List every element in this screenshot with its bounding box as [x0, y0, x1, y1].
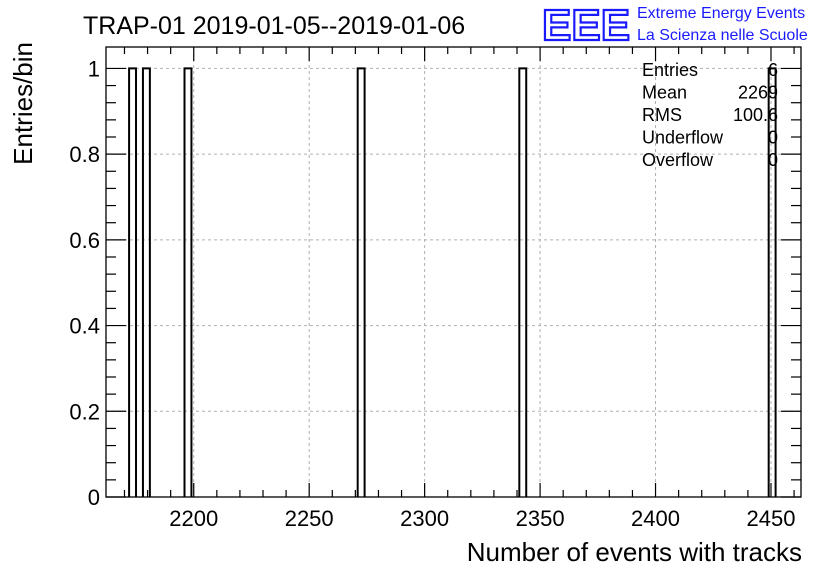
histogram-bar: [183, 67, 193, 497]
stats-value: 6: [768, 60, 778, 80]
logo-line-1: Extreme Energy Events: [637, 5, 805, 22]
stats-value: 100.6: [733, 105, 778, 125]
x-tick-label: 2400: [631, 506, 680, 531]
tick-labels: 2200 2250 2300 2350 2400 2450 0 0.2 0.4 0.6 0.8 1: [69, 56, 795, 531]
y-tick-label: 0.2: [69, 399, 100, 424]
histogram-bars: [128, 67, 777, 497]
chart-title: TRAP-01 2019-01-05--2019-01-06: [83, 12, 465, 40]
axis-ticks: [106, 47, 801, 498]
y-tick-label: 1: [88, 56, 100, 81]
y-axis-title: Entries/bin: [8, 42, 38, 165]
x-axis-title: Number of events with tracks: [467, 537, 802, 567]
stats-box: Entries 6 Mean 2269 RMS 100.6 Underflow 0 Overfl…: [642, 60, 778, 170]
logo-line-2: La Scienza nelle Scuole: [637, 27, 808, 44]
x-tick-label: 2250: [285, 506, 334, 531]
y-tick-label: 0.4: [69, 314, 100, 339]
eee-logo-mark: EEE: [542, 1, 630, 50]
stats-label: Mean: [642, 83, 687, 103]
histogram-bar: [356, 67, 366, 497]
histogram-bar: [518, 67, 528, 497]
x-tick-label: 2200: [169, 506, 218, 531]
eee-logo: EEE Extreme Energy Events La Scienza nel…: [541, 0, 808, 51]
stats-label: Entries: [642, 60, 698, 80]
x-tick-label: 2450: [747, 506, 796, 531]
histogram-bar: [128, 67, 138, 497]
stats-label: Overflow: [642, 150, 714, 170]
histogram-bar: [141, 67, 151, 497]
stats-value: 0: [768, 150, 778, 170]
grid-lines: [106, 47, 801, 497]
histogram-bar: [767, 67, 777, 497]
y-tick-label: 0.8: [69, 142, 100, 167]
y-tick-label: 0.6: [69, 228, 100, 253]
stats-value: 0: [768, 128, 778, 148]
stats-label: RMS: [642, 105, 682, 125]
stats-label: Underflow: [642, 128, 724, 148]
stats-value: 2269: [738, 83, 778, 103]
y-tick-label: 0: [88, 485, 100, 510]
plot-frame: [105, 46, 802, 498]
x-tick-label: 2300: [400, 506, 449, 531]
x-tick-label: 2350: [516, 506, 565, 531]
